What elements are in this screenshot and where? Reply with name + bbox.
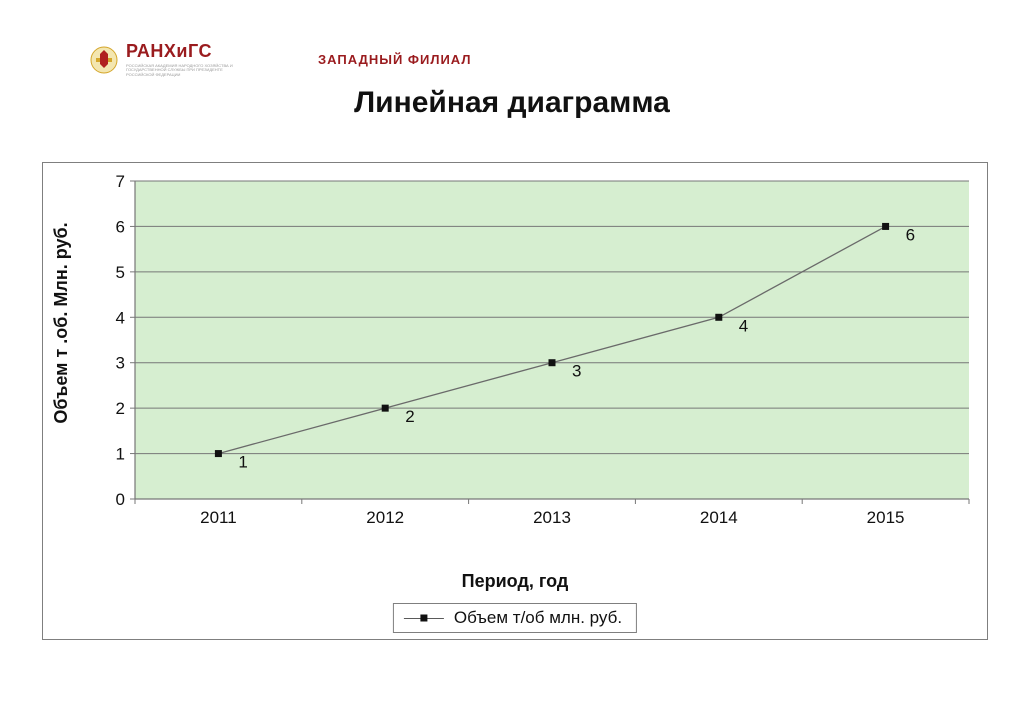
logo-text-wrap: РАНХиГС РОССИЙСКАЯ АКАДЕМИЯ НАРОДНОГО ХО… bbox=[126, 42, 236, 77]
svg-text:2: 2 bbox=[405, 407, 414, 426]
svg-text:4: 4 bbox=[116, 308, 125, 327]
chart-legend: Объем т/об млн. руб. bbox=[393, 603, 637, 633]
emblem-icon bbox=[90, 46, 118, 74]
header: РАНХиГС РОССИЙСКАЯ АКАДЕМИЯ НАРОДНОГО ХО… bbox=[0, 44, 1024, 80]
legend-sample-icon bbox=[404, 611, 444, 625]
svg-text:6: 6 bbox=[116, 217, 125, 236]
chart-container: 0 1 2 3 4 5 6 7 2011 2012 2013 2014 2015 1 2 3 4 6 Объем … bbox=[42, 162, 988, 640]
logo-text: РАНХиГС bbox=[126, 41, 212, 61]
svg-text:6: 6 bbox=[906, 225, 915, 244]
svg-text:2015: 2015 bbox=[867, 508, 905, 527]
svg-text:3: 3 bbox=[572, 362, 581, 381]
y-axis-title: Объем т .об. Млн. руб. bbox=[51, 163, 72, 483]
svg-text:2: 2 bbox=[116, 399, 125, 418]
svg-text:7: 7 bbox=[116, 172, 125, 191]
line-chart: 0 1 2 3 4 5 6 7 2011 2012 2013 2014 2015 1 2 3 4 6 bbox=[43, 163, 987, 563]
svg-text:5: 5 bbox=[116, 263, 125, 282]
svg-text:0: 0 bbox=[116, 490, 125, 509]
logo-block: РАНХиГС РОССИЙСКАЯ АКАДЕМИЯ НАРОДНОГО ХО… bbox=[90, 42, 236, 77]
svg-text:4: 4 bbox=[739, 316, 748, 335]
legend-label: Объем т/об млн. руб. bbox=[454, 608, 622, 628]
slide: РАНХиГС РОССИЙСКАЯ АКАДЕМИЯ НАРОДНОГО ХО… bbox=[0, 0, 1024, 708]
page-title: Линейная диаграмма bbox=[0, 86, 1024, 120]
svg-text:1: 1 bbox=[238, 453, 247, 472]
svg-text:2011: 2011 bbox=[200, 508, 237, 527]
svg-text:2013: 2013 bbox=[533, 508, 571, 527]
svg-text:2014: 2014 bbox=[700, 508, 738, 527]
svg-text:3: 3 bbox=[116, 354, 125, 373]
logo-subtext: РОССИЙСКАЯ АКАДЕМИЯ НАРОДНОГО ХОЗЯЙСТВА … bbox=[126, 64, 236, 77]
x-axis-title: Период, год bbox=[43, 571, 987, 592]
branch-label: ЗАПАДНЫЙ ФИЛИАЛ bbox=[318, 52, 471, 67]
svg-text:2012: 2012 bbox=[366, 508, 404, 527]
svg-text:1: 1 bbox=[116, 445, 125, 464]
